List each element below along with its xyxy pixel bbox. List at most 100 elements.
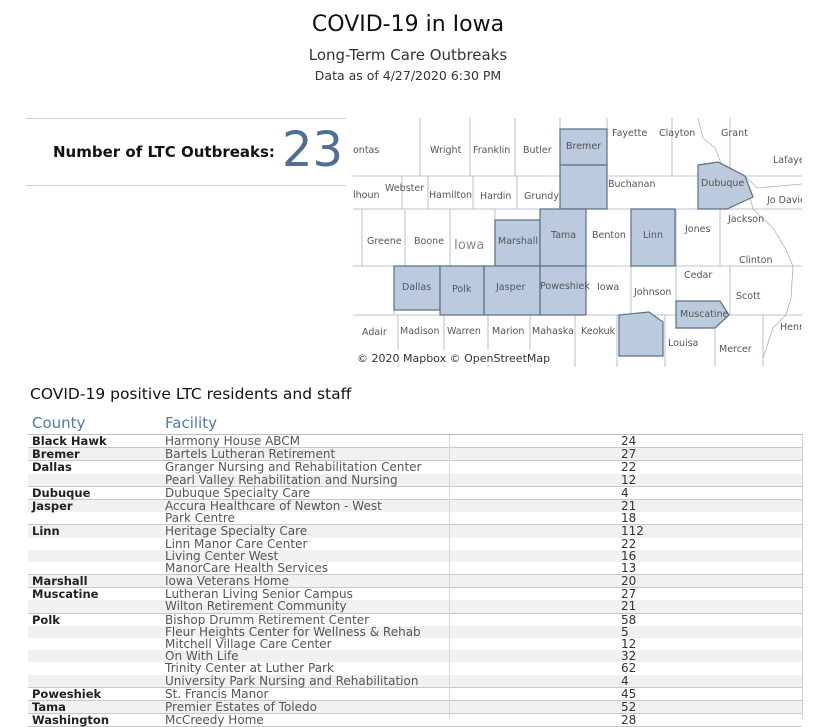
facility-cell: Linn Manor Care Center	[165, 536, 308, 551]
svg-text:Polk: Polk	[452, 284, 472, 295]
svg-text:Jackson: Jackson	[727, 214, 764, 225]
table-row[interactable]: Wilton Retirement Community 21	[28, 599, 802, 614]
svg-text:Greene: Greene	[367, 236, 402, 247]
county-bremer	[559, 128, 608, 166]
county-linn	[630, 208, 676, 267]
facility-cell: Lutheran Living Senior Campus	[165, 587, 353, 602]
svg-text:Hardin: Hardin	[480, 191, 511, 202]
svg-text:Linn: Linn	[643, 230, 663, 241]
case-count-cell: 12	[621, 637, 637, 651]
svg-text:Bremer: Bremer	[566, 141, 601, 152]
table-row[interactable]: Mitchell Village Care Center 12	[28, 638, 802, 650]
county-cell: Black Hawk	[32, 434, 107, 448]
table-row[interactable]: Dallas Granger Nursing and Rehabilitation…	[28, 460, 802, 475]
facility-cell: Bishop Drumm Retirement Center	[165, 612, 370, 627]
county-cell: Dubuque	[32, 485, 91, 500]
table-row[interactable]: Jasper Accura Healthcare of Newton - West…	[28, 498, 802, 513]
case-count-cell: 45	[621, 686, 637, 701]
facility-table[interactable]: Black Hawk Harmony House ABCM 24 Bremer Bart…	[28, 434, 803, 727]
county-group: Bremer Bartels Lutheran Retirement 27	[28, 447, 802, 462]
table-row[interactable]: Polk Bishop Drumm Retirement Center 58	[28, 612, 802, 627]
svg-text:Mercer: Mercer	[719, 344, 752, 355]
table-title: COVID-19 positive LTC residents and staf…	[30, 385, 352, 403]
facility-cell: Mitchell Village Care Center	[165, 637, 332, 651]
table-row[interactable]: Linn Heritage Specialty Care 112	[28, 525, 802, 538]
table-row[interactable]: Marshall Iowa Veterans Home 20	[28, 575, 802, 588]
facility-cell: University Park Nursing and Rehabilitati…	[165, 673, 419, 688]
facility-cell: Wilton Retirement Community	[165, 599, 347, 614]
county-group: Marshall Iowa Veterans Home 20	[28, 575, 802, 589]
county-polk	[439, 265, 485, 316]
table-row[interactable]: Pearl Valley Rehabilitation and Nursing 1…	[28, 473, 802, 486]
svg-text:Benton: Benton	[592, 230, 626, 241]
kpi-top-rule	[26, 118, 346, 119]
column-divider	[449, 435, 450, 719]
facility-cell: Trinity Center at Luther Park	[165, 661, 334, 676]
svg-text:Iowa: Iowa	[597, 282, 619, 293]
dashboard-subtitle: Long-Term Care Outbreaks	[308, 46, 508, 64]
facility-cell: Park Centre	[165, 511, 235, 526]
table-row[interactable]: Tama Premier Estates of Toledo 52	[28, 699, 802, 714]
map-attribution[interactable]: © 2020 Mapbox © OpenStreetMap	[357, 352, 550, 365]
table-row[interactable]: Black Hawk Harmony House ABCM 24	[28, 434, 802, 448]
svg-text:Hamilton: Hamilton	[429, 190, 472, 201]
county-cell: Bremer	[32, 447, 80, 462]
column-header-county[interactable]: County	[32, 414, 86, 432]
svg-text:Dubuque: Dubuque	[701, 178, 744, 189]
svg-text:Jo Davie: Jo Davie	[766, 195, 802, 206]
county-muscatine	[675, 300, 730, 329]
county-cell: Polk	[32, 612, 60, 627]
svg-text:Marshall: Marshall	[498, 236, 538, 247]
table-row[interactable]: Dubuque Dubuque Specialty Care 4	[28, 485, 802, 500]
svg-text:Poweshiek: Poweshiek	[540, 281, 590, 292]
table-row[interactable]: University Park Nursing and Rehabilitati…	[28, 673, 802, 688]
svg-text:Butler: Butler	[523, 145, 552, 156]
table-row[interactable]: Muscatine Lutheran Living Senior Campus 27	[28, 587, 802, 602]
case-count-cell: 22	[621, 536, 637, 551]
table-row[interactable]: Linn Manor Care Center 22	[28, 538, 802, 550]
svg-text:Buchanan: Buchanan	[608, 179, 655, 190]
county-black-hawk	[559, 164, 608, 210]
map-canvas[interactable]: ontas Wright Franklin Butler Bremer Faye…	[353, 118, 802, 367]
case-count-cell: 4	[621, 673, 629, 688]
case-count-cell: 24	[621, 434, 637, 448]
svg-text:Jasper: Jasper	[495, 282, 525, 293]
svg-text:Clinton: Clinton	[739, 255, 773, 266]
county-group: Black Hawk Harmony House ABCM 24	[28, 434, 802, 449]
county-group: Polk Bishop Drumm Retirement Center 58 Fleu…	[28, 612, 802, 688]
case-count-cell: 5	[621, 624, 629, 639]
iowa-county-map[interactable]: ontas Wright Franklin Butler Bremer Faye…	[353, 118, 802, 367]
county-cell: Poweshiek	[32, 686, 102, 701]
svg-text:Cedar: Cedar	[684, 270, 712, 281]
case-count-cell: 21	[621, 498, 637, 513]
kpi-bottom-rule	[26, 185, 346, 186]
svg-text:Marion: Marion	[492, 326, 524, 337]
table-row[interactable]: Park Centre 18	[28, 512, 802, 524]
table-row[interactable]: Living Center West 16	[28, 549, 802, 562]
svg-text:Muscatine: Muscatine	[680, 309, 729, 320]
svg-text:Madison: Madison	[400, 326, 439, 337]
highlighted-counties	[393, 128, 754, 357]
svg-text:Louisa: Louisa	[668, 338, 698, 349]
svg-text:Iowa: Iowa	[454, 238, 484, 253]
county-group: Tama Premier Estates of Toledo 52	[28, 699, 802, 715]
table-row[interactable]: ManorCare Health Services 13	[28, 562, 802, 574]
column-header-facility[interactable]: Facility	[165, 414, 217, 432]
table-row[interactable]: Trinity Center at Luther Park 62	[28, 662, 802, 674]
facility-cell: Granger Nursing and Rehabilitation Cente…	[165, 460, 422, 475]
svg-text:Webster: Webster	[385, 183, 424, 194]
table-row[interactable]: Poweshiek St. Francis Manor 45	[28, 686, 802, 701]
table-row[interactable]: On With Life 32	[28, 650, 802, 663]
svg-text:Keokuk: Keokuk	[581, 326, 616, 337]
county-tama	[539, 208, 587, 267]
county-cell: Washington	[32, 713, 110, 727]
table-row[interactable]: Washington McCreedy Home 28	[28, 713, 802, 727]
svg-text:ontas: ontas	[353, 145, 379, 156]
case-count-cell: 58	[621, 612, 637, 627]
table-row[interactable]: Fleur Heights Center for Wellness & Reha…	[28, 624, 802, 639]
county-group: Muscatine Lutheran Living Senior Campus 27…	[28, 587, 802, 614]
case-count-cell: 52	[621, 699, 637, 714]
svg-text:Adair: Adair	[362, 327, 387, 338]
county-marshall	[494, 219, 541, 267]
table-row[interactable]: Bremer Bartels Lutheran Retirement 27	[28, 447, 802, 462]
